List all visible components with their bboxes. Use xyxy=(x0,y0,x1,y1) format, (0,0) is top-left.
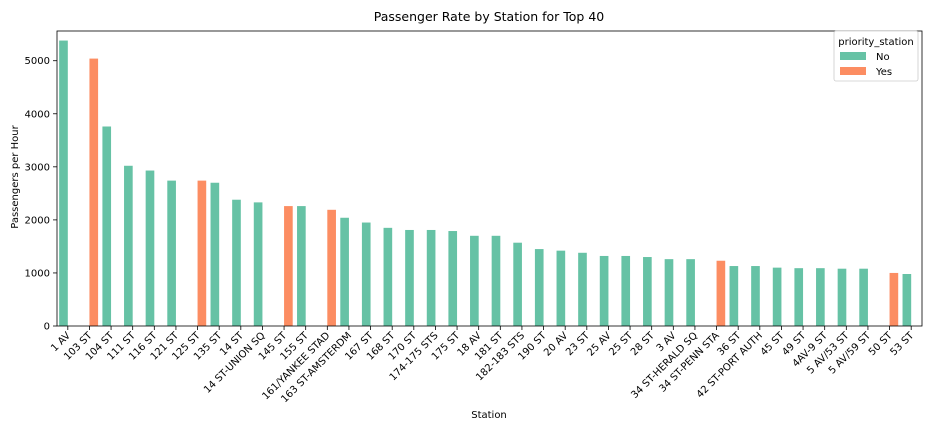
bar-no-8 xyxy=(232,199,241,326)
plot-frame xyxy=(56,30,923,327)
x-tick-label: 53 ST xyxy=(888,330,916,358)
y-tick-label: 0 xyxy=(44,322,50,333)
y-tick-label: 4000 xyxy=(25,109,50,120)
chart-title: Passenger Rate by Station for Top 40 xyxy=(374,9,605,24)
bar-no-17 xyxy=(426,229,436,326)
x-tick-label: 25 AV xyxy=(585,330,613,358)
bar-no-5 xyxy=(167,180,176,326)
bar-no-11 xyxy=(297,206,306,326)
x-tick-label: 20 AV xyxy=(542,330,570,358)
bar-no-32 xyxy=(751,266,760,326)
bar-no-19 xyxy=(470,235,479,326)
bar-no-4 xyxy=(145,170,155,326)
bar-yes-30 xyxy=(716,260,726,326)
bar-no-20 xyxy=(491,235,501,326)
bars-layer xyxy=(59,40,912,327)
bar-no-14 xyxy=(361,222,371,326)
bar-no-22 xyxy=(534,249,544,326)
bar-no-24 xyxy=(578,252,587,326)
legend-label-no: No xyxy=(876,52,890,63)
bar-yes-6 xyxy=(197,180,207,326)
y-tick-label: 3000 xyxy=(25,162,50,173)
bar-no-7 xyxy=(210,182,220,326)
bar-yes-10 xyxy=(284,206,293,326)
bar-no-3 xyxy=(124,165,133,326)
legend-swatch-no xyxy=(840,52,866,60)
bar-no-39 xyxy=(902,274,912,326)
legend-swatch-yes xyxy=(840,67,866,75)
bar-no-2 xyxy=(102,126,112,326)
bar-yes-1 xyxy=(89,58,99,327)
y-tick-label: 2000 xyxy=(25,215,50,226)
bar-no-28 xyxy=(664,259,674,326)
bar-no-13 xyxy=(340,217,349,326)
bar-no-33 xyxy=(772,267,782,326)
x-tick-label: 28 ST xyxy=(629,330,657,358)
bar-no-37 xyxy=(859,268,868,326)
bar-no-29 xyxy=(686,259,695,326)
bar-yes-12 xyxy=(327,209,336,326)
bar-no-34 xyxy=(794,268,804,326)
legend-label-yes: Yes xyxy=(875,67,892,78)
x-axis-label: Station xyxy=(471,410,507,421)
y-tick-label: 5000 xyxy=(25,56,50,67)
bar-no-9 xyxy=(253,202,263,326)
bar-no-0 xyxy=(59,40,68,327)
bar-no-23 xyxy=(556,250,566,326)
bar-no-31 xyxy=(729,266,739,326)
legend: priority_station No Yes xyxy=(833,30,919,82)
bar-no-26 xyxy=(621,255,631,326)
bar-no-27 xyxy=(643,257,652,326)
bar-no-35 xyxy=(816,268,825,326)
bar-no-36 xyxy=(837,268,847,326)
y-tick-label: 1000 xyxy=(25,268,50,279)
bar-yes-38 xyxy=(889,272,899,326)
legend-title: priority_station xyxy=(838,37,914,48)
bar-no-21 xyxy=(513,242,522,326)
y-axis-ticks: 0 1000 2000 3000 4000 5000 xyxy=(25,56,57,333)
bar-no-15 xyxy=(383,227,393,326)
bar-no-16 xyxy=(405,229,414,326)
bar-no-18 xyxy=(448,231,458,326)
bar-no-25 xyxy=(599,255,609,326)
y-axis-label: Passengers per Hour xyxy=(10,124,21,228)
